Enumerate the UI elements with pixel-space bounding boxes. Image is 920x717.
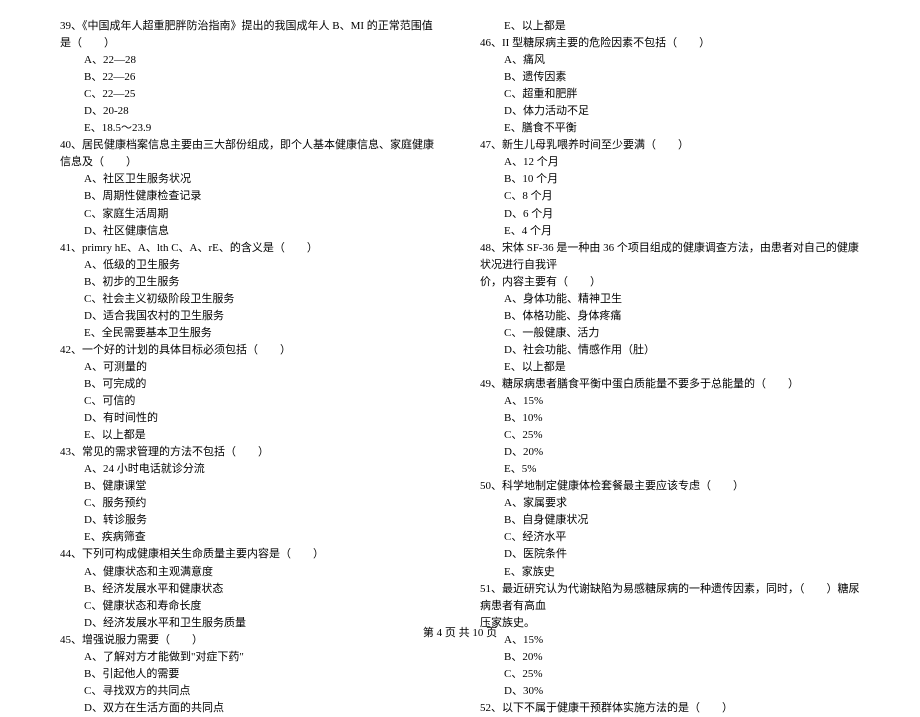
question-block: 49、糖尿病患者膳食平衡中蛋白质能量不要多于总能量的（ ）A、15%B、10%C… (480, 376, 860, 478)
answer-option: D、20% (480, 444, 860, 461)
right-column: E、以上都是46、II 型糖尿病主要的危险因素不包括（ ）A、痛风B、遗传因素C… (480, 18, 860, 717)
question-text: 49、糖尿病患者膳食平衡中蛋白质能量不要多于总能量的（ ） (480, 376, 860, 393)
question-text: 41、primry hE、A、lth C、A、rE、的含义是（ ） (60, 240, 440, 257)
question-block: 46、II 型糖尿病主要的危险因素不包括（ ）A、痛风B、遗传因素C、超重和肥胖… (480, 35, 860, 137)
answer-option: B、可完成的 (60, 376, 440, 393)
answer-option: C、22—25 (60, 86, 440, 103)
question-block: 51、最近研究认为代谢缺陷为易感糖尿病的一种遗传因素，同时，（ ）糖尿病患者有高… (480, 581, 860, 700)
question-text: 52、以下不属于健康干预群体实施方法的是（ ） (480, 700, 860, 717)
answer-option: C、25% (480, 427, 860, 444)
answer-option: A、社区卫生服务状况 (60, 171, 440, 188)
answer-option: C、超重和肥胖 (480, 86, 860, 103)
question-text: 39、《中国成年人超重肥胖防治指南》提出的我国成年人 B、MI 的正常范围值是（… (60, 18, 440, 52)
left-column: 39、《中国成年人超重肥胖防治指南》提出的我国成年人 B、MI 的正常范围值是（… (60, 18, 440, 717)
answer-option: C、家庭生活周期 (60, 206, 440, 223)
answer-option: E、4 个月 (480, 223, 860, 240)
question-text: 42、一个好的计划的具体目标必须包括（ ） (60, 342, 440, 359)
answer-option: B、体格功能、身体疼痛 (480, 308, 860, 325)
answer-option: D、适合我国农村的卫生服务 (60, 308, 440, 325)
answer-option: B、遗传因素 (480, 69, 860, 86)
question-text: 46、II 型糖尿病主要的危险因素不包括（ ） (480, 35, 860, 52)
answer-option: A、可测量的 (60, 359, 440, 376)
answer-option: D、双方在生活方面的共同点 (60, 700, 440, 717)
answer-option: E、以上都是 (480, 359, 860, 376)
question-text: 51、最近研究认为代谢缺陷为易感糖尿病的一种遗传因素，同时，（ ）糖尿病患者有高… (480, 581, 860, 615)
answer-option: D、体力活动不足 (480, 103, 860, 120)
question-block: 40、居民健康档案信息主要由三大部份组成，即个人基本健康信息、家庭健康信息及（ … (60, 137, 440, 239)
question-block: 47、新生儿母乳喂养时间至少要满（ ）A、12 个月B、10 个月C、8 个月D… (480, 137, 860, 239)
question-block: 45、增强说服力需要（ ）A、了解对方才能做到"对症下药"B、引起他人的需要C、… (60, 632, 440, 717)
answer-option: B、10% (480, 410, 860, 427)
answer-option: A、健康状态和主观满意度 (60, 564, 440, 581)
question-block: 39、《中国成年人超重肥胖防治指南》提出的我国成年人 B、MI 的正常范围值是（… (60, 18, 440, 137)
answer-option: D、社会功能、情感作用（肚） (480, 342, 860, 359)
question-continuation: 价，内容主要有（ ） (480, 274, 860, 291)
question-text: 43、常见的需求管理的方法不包括（ ） (60, 444, 440, 461)
answer-option: E、18.5～23.9 (60, 120, 440, 137)
answer-option: C、可信的 (60, 393, 440, 410)
question-block: 41、primry hE、A、lth C、A、rE、的含义是（ ）A、低级的卫生… (60, 240, 440, 342)
answer-option: D、转诊服务 (60, 512, 440, 529)
answer-option: A、12 个月 (480, 154, 860, 171)
answer-option: C、25% (480, 666, 860, 683)
answer-option: D、社区健康信息 (60, 223, 440, 240)
question-block: E、以上都是 (480, 18, 860, 35)
answer-option: E、5% (480, 461, 860, 478)
answer-option: B、健康课堂 (60, 478, 440, 495)
answer-option: C、经济水平 (480, 529, 860, 546)
answer-option: E、家族史 (480, 564, 860, 581)
answer-option: B、初步的卫生服务 (60, 274, 440, 291)
answer-option: B、20% (480, 649, 860, 666)
answer-option: C、社会主义初级阶段卫生服务 (60, 291, 440, 308)
answer-option: A、身体功能、精神卫生 (480, 291, 860, 308)
answer-option: A、低级的卫生服务 (60, 257, 440, 274)
question-text: 50、科学地制定健康体检套餐最主要应该专虑（ ） (480, 478, 860, 495)
question-text: 48、宋体 SF-36 是一种由 36 个项目组成的健康调查方法，由患者对自己的… (480, 240, 860, 274)
question-text: 44、下列可构成健康相关生命质量主要内容是（ ） (60, 546, 440, 563)
answer-option: C、一般健康、活力 (480, 325, 860, 342)
answer-option: A、15% (480, 393, 860, 410)
question-block: 43、常见的需求管理的方法不包括（ ）A、24 小时电话就诊分流B、健康课堂C、… (60, 444, 440, 546)
question-block: 50、科学地制定健康体检套餐最主要应该专虑（ ）A、家属要求B、自身健康状况C、… (480, 478, 860, 580)
answer-option: B、经济发展水平和健康状态 (60, 581, 440, 598)
answer-option: E、全民需要基本卫生服务 (60, 325, 440, 342)
answer-option: E、以上都是 (60, 427, 440, 444)
answer-option: C、健康状态和寿命长度 (60, 598, 440, 615)
answer-option: B、10 个月 (480, 171, 860, 188)
answer-option: E、以上都是 (480, 18, 860, 35)
question-text: 40、居民健康档案信息主要由三大部份组成，即个人基本健康信息、家庭健康信息及（ … (60, 137, 440, 171)
answer-option: C、服务预约 (60, 495, 440, 512)
question-block: 42、一个好的计划的具体目标必须包括（ ）A、可测量的B、可完成的C、可信的D、… (60, 342, 440, 444)
answer-option: A、了解对方才能做到"对症下药" (60, 649, 440, 666)
answer-option: D、20-28 (60, 103, 440, 120)
answer-option: D、有时间性的 (60, 410, 440, 427)
page-footer: 第 4 页 共 10 页 (0, 624, 920, 640)
answer-option: A、24 小时电话就诊分流 (60, 461, 440, 478)
answer-option: A、22—28 (60, 52, 440, 69)
content-columns: 39、《中国成年人超重肥胖防治指南》提出的我国成年人 B、MI 的正常范围值是（… (60, 18, 860, 717)
answer-option: E、疾病筛查 (60, 529, 440, 546)
answer-option: A、痛风 (480, 52, 860, 69)
answer-option: A、家属要求 (480, 495, 860, 512)
answer-option: B、自身健康状况 (480, 512, 860, 529)
answer-option: D、医院条件 (480, 546, 860, 563)
question-block: 52、以下不属于健康干预群体实施方法的是（ ） (480, 700, 860, 717)
answer-option: B、22—26 (60, 69, 440, 86)
answer-option: E、膳食不平衡 (480, 120, 860, 137)
answer-option: C、8 个月 (480, 188, 860, 205)
answer-option: D、30% (480, 683, 860, 700)
answer-option: C、寻找双方的共同点 (60, 683, 440, 700)
answer-option: B、周期性健康检查记录 (60, 188, 440, 205)
question-text: 47、新生儿母乳喂养时间至少要满（ ） (480, 137, 860, 154)
question-block: 44、下列可构成健康相关生命质量主要内容是（ ）A、健康状态和主观满意度B、经济… (60, 546, 440, 631)
answer-option: D、6 个月 (480, 206, 860, 223)
question-block: 48、宋体 SF-36 是一种由 36 个项目组成的健康调查方法，由患者对自己的… (480, 240, 860, 376)
answer-option: B、引起他人的需要 (60, 666, 440, 683)
